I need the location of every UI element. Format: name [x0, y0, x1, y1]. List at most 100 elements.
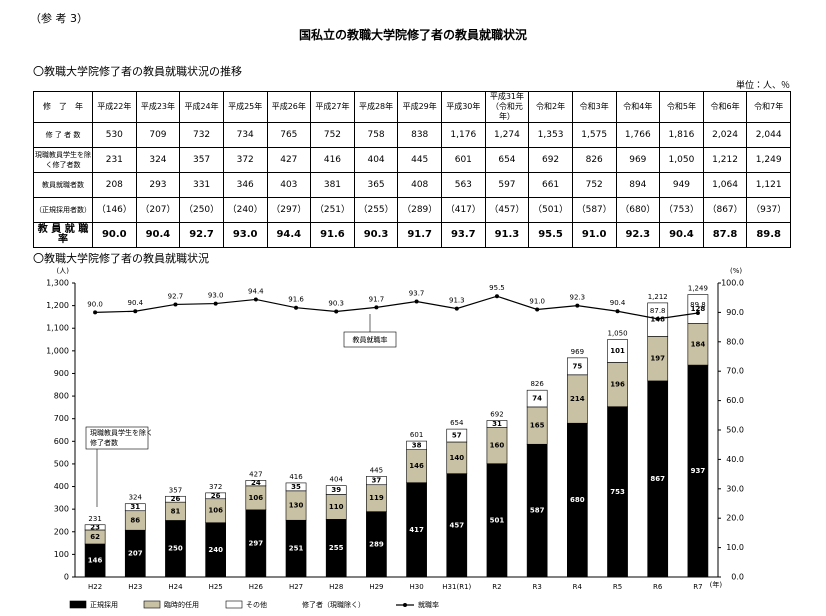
bar-segment: [245, 480, 267, 487]
row-header: 修 了 年: [33, 91, 93, 123]
total-label: 826: [530, 380, 544, 388]
cell: 231: [92, 147, 137, 173]
total-label: 404: [330, 476, 344, 484]
data-label: 23: [90, 523, 100, 531]
data-label: 57: [452, 432, 462, 440]
cell: 752: [310, 122, 355, 148]
total-label: 416: [289, 473, 303, 481]
rate-label: 89.8: [690, 301, 706, 309]
cell: 90.4: [135, 222, 181, 248]
cell: （250）: [179, 197, 224, 223]
bar-segment: [566, 357, 588, 376]
total-label: 1,212: [648, 293, 668, 301]
rate-point: [253, 297, 258, 302]
cell: 357: [179, 147, 224, 173]
legend-label: 就職率: [418, 600, 439, 609]
x-tick-label: H27: [289, 583, 303, 591]
data-label: 26: [211, 492, 221, 500]
cell: （587）: [571, 197, 617, 223]
data-label: 146: [88, 556, 103, 564]
cell: 563: [441, 172, 486, 198]
cell: 90.3: [353, 222, 399, 248]
data-label: 457: [449, 521, 464, 529]
annotation: 修了者数: [90, 438, 118, 447]
rate-label: 91.6: [288, 296, 304, 304]
data-label: 587: [530, 507, 545, 515]
data-label: 196: [610, 381, 625, 389]
cell: （937）: [746, 197, 791, 223]
x-tick-label: H24: [168, 583, 183, 591]
cell: 平成29年: [397, 91, 442, 123]
bar-segment: [165, 495, 186, 503]
rate-label: 93.7: [409, 290, 425, 298]
cell: （207）: [135, 197, 181, 223]
cell: 平成28年: [353, 91, 399, 123]
cell: 1,121: [746, 172, 791, 198]
cell: 894: [615, 172, 661, 198]
data-table: 修 了 年平成22年 平成23年 平成24年 平成25年 平成26年 平成27年 平成28年…: [33, 91, 791, 248]
cell: （289）: [397, 197, 442, 223]
cell: 416: [310, 147, 355, 173]
cell: 91.7: [397, 222, 442, 248]
rate-point: [173, 302, 178, 307]
y2-unit: (%): [730, 267, 742, 275]
legend-label: その他: [246, 600, 267, 609]
y-unit: (人): [57, 267, 70, 275]
data-label: 74: [532, 395, 542, 403]
cell: 1,274: [484, 122, 530, 148]
legend-point: [403, 603, 407, 607]
cell: （680）: [615, 197, 661, 223]
rate-label: 90.0: [87, 300, 103, 308]
cell: 89.8: [746, 222, 791, 248]
y-tick-label: 600: [54, 437, 69, 446]
cell: （255）: [353, 197, 399, 223]
note: （参 考 3）: [30, 12, 88, 25]
rate-label: 90.4: [610, 299, 626, 307]
bar-segment: [124, 503, 146, 512]
legend-swatch: [225, 600, 243, 609]
cell: 293: [135, 172, 181, 198]
cell: （251）: [310, 197, 355, 223]
cell: 208: [92, 172, 137, 198]
rate-label: 90.4: [127, 299, 143, 307]
y2-tick-label: 80.0: [726, 337, 744, 346]
data-label: 86: [130, 516, 140, 524]
bar-segment: [406, 440, 427, 450]
cell: 1,050: [659, 147, 704, 173]
bar-segment: [486, 420, 508, 428]
x-tick-label: R6: [653, 583, 663, 591]
y2-tick-label: 20.0: [726, 514, 744, 523]
rate-point: [93, 310, 98, 315]
row-header: 教員就職者数: [33, 172, 93, 198]
cell: 令和7年: [746, 91, 791, 123]
data-label: 81: [171, 507, 181, 515]
rate-line: [95, 295, 698, 320]
section-heading: 〇教職大学院修了者の教員就職状況: [33, 252, 209, 265]
data-label: 38: [412, 441, 422, 449]
data-label: 417: [409, 526, 424, 534]
cell: （457）: [484, 197, 530, 223]
cell: 732: [179, 122, 224, 148]
y-tick-label: 1,200: [46, 301, 69, 310]
rate-label: 91.3: [449, 297, 465, 305]
rate-label: 90.3: [328, 300, 344, 308]
rate-label: 91.0: [529, 297, 545, 305]
data-label: 501: [490, 516, 505, 524]
bar-segment: [446, 428, 468, 443]
x-tick-label: R5: [613, 583, 622, 591]
data-label: 128: [691, 305, 706, 313]
rate-label: 91.7: [369, 295, 385, 303]
data-label: 289: [369, 540, 384, 548]
x-tick-label: R4: [573, 583, 583, 591]
x-tick-label: H22: [88, 583, 102, 591]
y2-tick-label: 100.0: [721, 279, 744, 288]
table-row: 教 員 就 職 率 90.0 90.4 92.7 93.0 94.4 91.6 90.3 91.…: [33, 222, 791, 248]
y-tick-label: 1,000: [46, 346, 69, 355]
y2-tick-label: 10.0: [726, 543, 744, 552]
cell: （146）: [92, 197, 137, 223]
rate-point: [213, 301, 218, 306]
x-tick-label: H25: [209, 583, 223, 591]
data-label: 37: [372, 477, 382, 485]
bar-segment: [325, 485, 347, 495]
cell: 91.3: [484, 222, 530, 248]
